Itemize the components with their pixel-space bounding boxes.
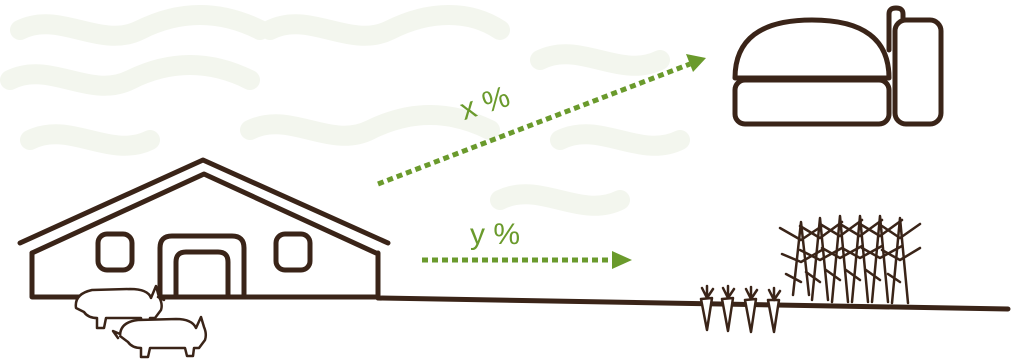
background-pattern [0, 5, 690, 216]
field-share-label: y % [470, 218, 521, 251]
biogas-plant-icon [732, 5, 944, 127]
dotted-arrow-icon [377, 54, 706, 187]
pig-icon [111, 315, 208, 359]
pig-icon [74, 284, 166, 330]
barn-icon [17, 157, 391, 300]
carrot-icon [699, 284, 782, 334]
corn-icon [778, 214, 922, 305]
dotted-arrow-icon [422, 251, 632, 269]
ground-line [375, 295, 1011, 312]
